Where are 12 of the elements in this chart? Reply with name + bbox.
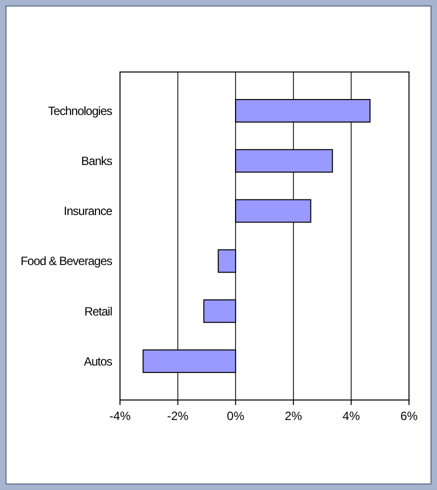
y-tick-label: Retail (84, 304, 112, 318)
y-tick-label: Autos (84, 354, 112, 368)
x-tick-label: -4% (109, 409, 131, 423)
x-tick-label: -2% (167, 409, 189, 423)
y-tick-label: Insurance (64, 204, 113, 218)
x-tick-label: 2% (284, 409, 302, 423)
x-tick-label: 4% (342, 409, 360, 423)
y-tick-label: Food & Beverages (20, 254, 112, 268)
x-tick-label: 6% (400, 409, 418, 423)
x-tick-label: 0% (226, 409, 245, 423)
y-tick-label: Technologies (48, 104, 112, 118)
y-tick-label: Banks (81, 154, 112, 168)
